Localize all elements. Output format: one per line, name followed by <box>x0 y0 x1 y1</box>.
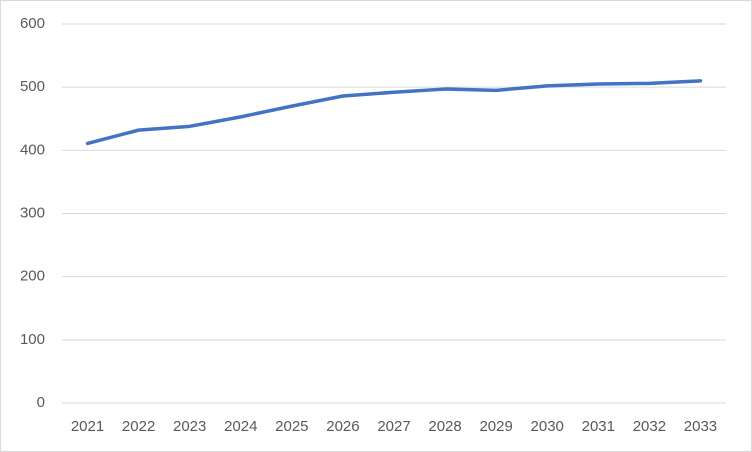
y-tick-label: 500 <box>20 78 45 95</box>
x-tick-label: 2032 <box>633 418 666 435</box>
y-tick-label: 300 <box>20 204 45 221</box>
data-line <box>85 79 703 146</box>
x-tick-label: 2029 <box>479 418 512 435</box>
x-tick-label: 2021 <box>71 418 104 435</box>
y-tick-label: 200 <box>20 268 45 285</box>
y-tick-label: 100 <box>20 331 45 348</box>
x-tick-label: 2031 <box>582 418 615 435</box>
x-tick-label: 2025 <box>275 418 308 435</box>
x-tick-label: 2033 <box>684 418 717 435</box>
x-tick-label: 2022 <box>122 418 155 435</box>
y-tick-label: 600 <box>20 15 45 32</box>
x-tick-label: 2026 <box>326 418 359 435</box>
x-tick-label: 2027 <box>377 418 410 435</box>
y-tick-label: 0 <box>37 394 45 411</box>
y-tick-label: 400 <box>20 141 45 158</box>
x-tick-label: 2028 <box>428 418 461 435</box>
x-tick-label: 2023 <box>173 418 206 435</box>
x-tick-label: 2030 <box>531 418 564 435</box>
x-tick-label: 2024 <box>224 418 257 435</box>
